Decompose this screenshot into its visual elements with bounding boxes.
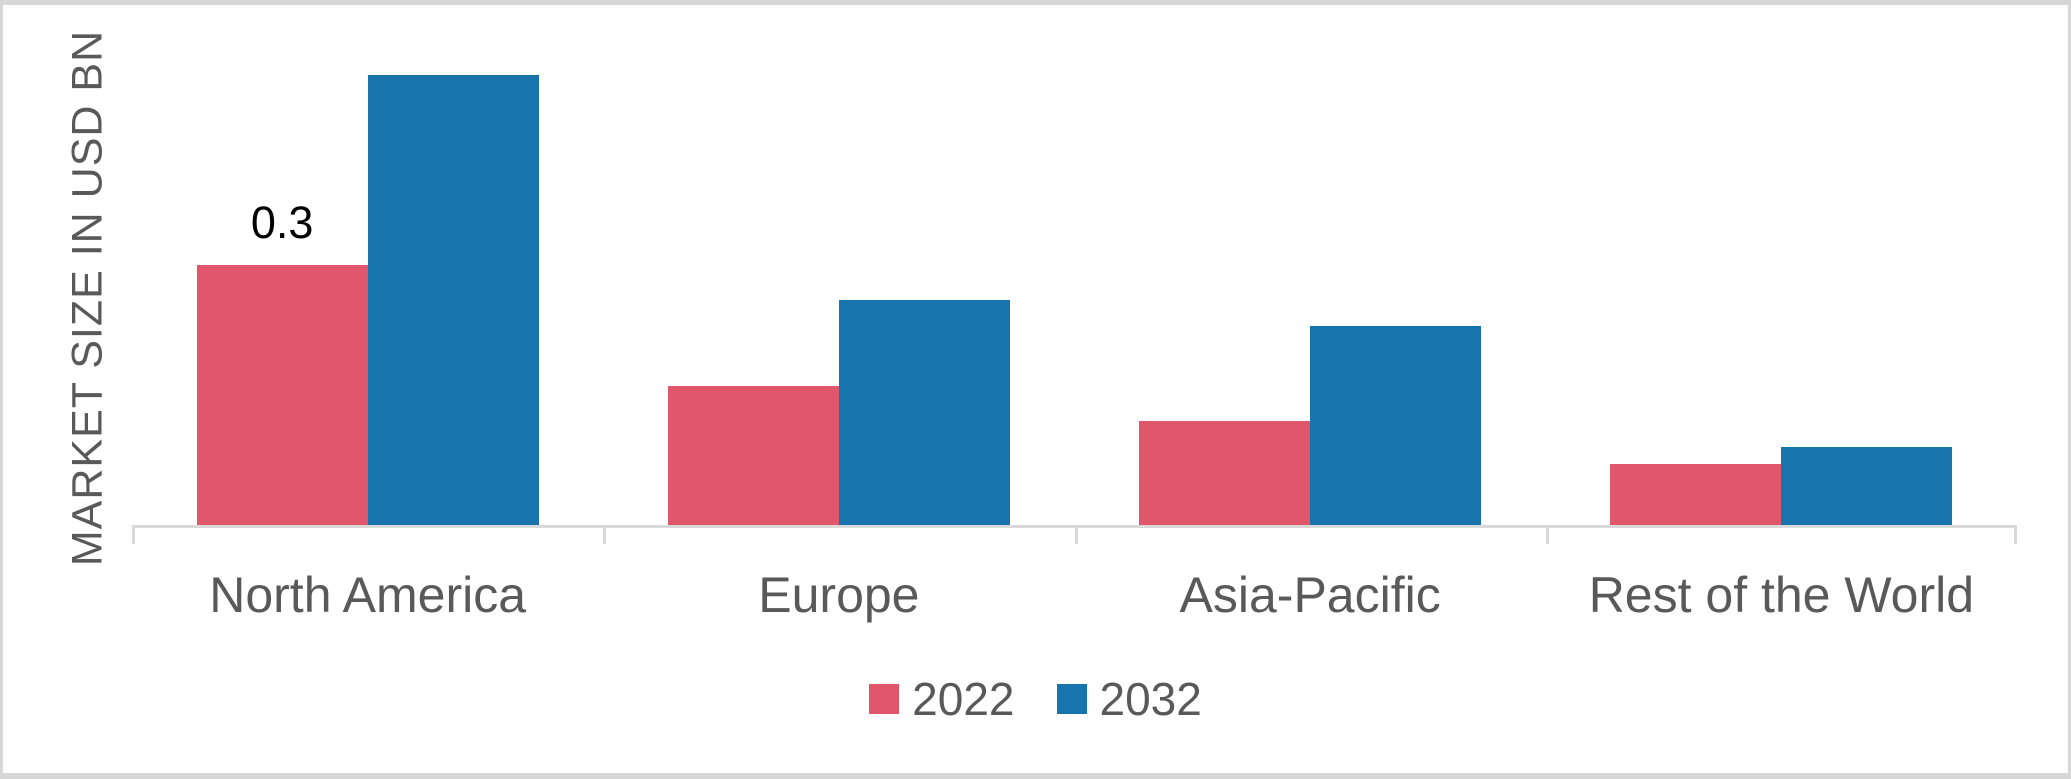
bar-2022-north-america	[196, 265, 368, 525]
x-axis-tick	[132, 525, 135, 544]
legend-label-2032: 2032	[1099, 673, 1202, 725]
bar-2032-asia-pacific	[1310, 326, 1482, 525]
legend-item-2032: 2032	[1056, 673, 1202, 725]
x-axis-label-asia-pacific: Asia-Pacific	[1179, 567, 1441, 623]
x-axis-tick	[2014, 525, 2017, 544]
x-axis-tick	[1074, 525, 1078, 544]
x-axis-tick	[603, 525, 607, 544]
bar-2022-asia-pacific	[1139, 421, 1311, 525]
legend-label-2022: 2022	[912, 673, 1015, 725]
data-label-2022-north-america: 0.3	[250, 197, 314, 248]
bar-2032-rest-of-the-world	[1781, 447, 1953, 525]
x-axis-label-rest-of-the-world: Rest of the World	[1588, 567, 1975, 623]
bar-2032-europe	[838, 300, 1010, 525]
legend-swatch-2022	[869, 684, 900, 714]
bar-2022-europe	[667, 386, 839, 525]
bar-2022-rest-of-the-world	[1610, 464, 1782, 525]
x-axis-label-europe: Europe	[758, 567, 920, 623]
x-axis-label-north-america: North America	[209, 567, 527, 623]
legend-swatch-2032	[1056, 684, 1087, 714]
y-axis-title: MARKET SIZE IN USD BN	[63, 29, 112, 567]
legend: 2022 2032	[0, 676, 2071, 722]
x-axis-tick	[1545, 525, 1549, 544]
legend-item-2022: 2022	[869, 673, 1015, 725]
bar-2032-north-america	[367, 75, 539, 525]
